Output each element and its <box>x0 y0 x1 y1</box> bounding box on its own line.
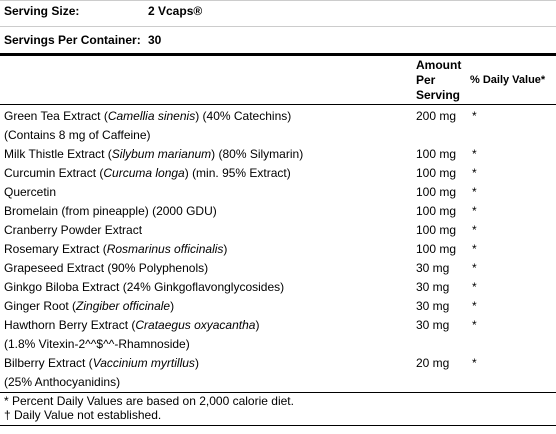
daily-value: * <box>472 204 477 218</box>
amount: 30 mg <box>416 299 450 313</box>
name-italic: Vaccinium myrtillus <box>92 356 195 370</box>
name-text: Quercetin <box>4 185 57 199</box>
name-text: Ginkgo Biloba Extract (24% Ginkgoflavong… <box>4 280 285 294</box>
name-text: ) <box>255 318 260 332</box>
ingredient-name: Cranberry Powder Extract <box>4 223 142 238</box>
servings-value: 30 <box>148 33 162 47</box>
name-text: (Contains 8 mg of Caffeine) <box>4 128 151 142</box>
daily-value: * <box>472 299 477 313</box>
name-italic: Silybum marianum <box>111 147 212 161</box>
amount: 100 mg <box>416 185 457 199</box>
name-text: ) <box>194 356 199 370</box>
footnote: * Percent Daily Values are based on 2,00… <box>4 394 294 408</box>
border <box>0 0 556 1</box>
separator <box>0 26 556 27</box>
daily-value: * <box>472 242 477 256</box>
amount-header: Per <box>416 73 436 87</box>
amount: 100 mg <box>416 147 457 161</box>
amount: 30 mg <box>416 280 450 294</box>
ingredient-name: Ginger Root (Zingiber officinale) <box>4 299 174 314</box>
name-text: Cranberry Powder Extract <box>4 223 143 237</box>
amount: 100 mg <box>416 204 457 218</box>
ingredient-name: Curcumin Extract (Curcuma longa) (min. 9… <box>4 166 291 181</box>
ingredient-name: Green Tea Extract (Camellia sinenis) (40… <box>4 109 291 124</box>
daily-value: * <box>472 261 477 275</box>
name-text: Green Tea Extract ( <box>4 109 108 123</box>
ingredient-name: Hawthorn Berry Extract (Crataegus oxyaca… <box>4 318 259 333</box>
name-text: Bilberry Extract ( <box>4 356 93 370</box>
daily-value: * <box>472 147 477 161</box>
ingredient-name: Bilberry Extract (Vaccinium myrtillus) <box>4 356 199 371</box>
daily-value: * <box>472 185 477 199</box>
name-text: Bromelain (from pineapple) (2000 GDU) <box>4 204 217 218</box>
rule <box>0 392 556 393</box>
name-text: (25% Anthocyanidins) <box>4 375 121 389</box>
amount-header: Amount <box>416 58 462 72</box>
amount: 20 mg <box>416 356 450 370</box>
ingredient-name: Rosemary Extract (Rosmarinus officinalis… <box>4 242 227 257</box>
name-text: Grapeseed Extract (90% Polyphenols) <box>4 261 209 275</box>
footnote: † Daily Value not established. <box>4 408 162 422</box>
name-text: ) <box>170 299 175 313</box>
daily-value: * <box>472 223 477 237</box>
amount-header: Serving <box>416 88 461 102</box>
name-text: Ginger Root ( <box>4 299 77 313</box>
rule <box>0 425 556 426</box>
daily-value: * <box>472 109 477 123</box>
ingredient-name: Grapeseed Extract (90% Polyphenols) <box>4 261 208 276</box>
amount: 30 mg <box>416 318 450 332</box>
name-text: Curcumin Extract ( <box>4 166 104 180</box>
name-text: Rosemary Extract ( <box>4 242 107 256</box>
daily-value-header: % Daily Value* <box>470 74 546 86</box>
name-italic: Camellia sinenis <box>107 109 196 123</box>
thick-rule <box>0 53 556 56</box>
amount: 200 mg <box>416 109 457 123</box>
amount: 100 mg <box>416 223 457 237</box>
amount: 30 mg <box>416 261 450 275</box>
name-text: (1.8% Vitexin-2^^$^^-Rhamnoside) <box>4 337 190 351</box>
daily-value: * <box>472 356 477 370</box>
daily-value: * <box>472 280 477 294</box>
name-italic: Zingiber officinale <box>76 299 171 313</box>
name-text: ) <box>223 242 228 256</box>
serving-size-value: 2 Vcaps® <box>148 4 203 18</box>
amount: 100 mg <box>416 166 457 180</box>
name-text: ) (min. 95% Extract) <box>184 166 291 180</box>
daily-value: * <box>472 318 477 332</box>
ingredient-name: Milk Thistle Extract (Silybum marianum) … <box>4 147 303 162</box>
name-text: Hawthorn Berry Extract ( <box>4 318 136 332</box>
ingredient-name: Ginkgo Biloba Extract (24% Ginkgoflavong… <box>4 280 284 295</box>
servings-label: Servings Per Container: <box>4 33 141 47</box>
ingredient-name: Bromelain (from pineapple) (2000 GDU) <box>4 204 217 219</box>
ingredient-name: (25% Anthocyanidins) <box>4 375 120 390</box>
name-text: ) (80% Silymarin) <box>211 147 304 161</box>
name-italic: Crataegus oxyacantha <box>135 318 256 332</box>
rule <box>0 104 556 105</box>
name-italic: Rosmarinus officinalis <box>106 242 224 256</box>
name-text: ) (40% Catechins) <box>195 109 292 123</box>
serving-size-label: Serving Size: <box>4 4 80 18</box>
amount: 100 mg <box>416 242 457 256</box>
ingredient-name: Quercetin <box>4 185 56 200</box>
daily-value: * <box>472 166 477 180</box>
name-text: Milk Thistle Extract ( <box>4 147 112 161</box>
name-italic: Curcuma longa <box>103 166 185 180</box>
ingredient-name: (1.8% Vitexin-2^^$^^-Rhamnoside) <box>4 337 190 352</box>
ingredient-name: (Contains 8 mg of Caffeine) <box>4 128 151 143</box>
